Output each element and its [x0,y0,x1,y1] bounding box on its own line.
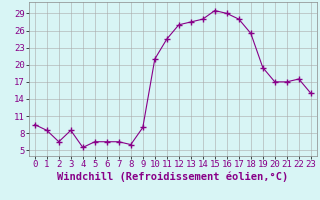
X-axis label: Windchill (Refroidissement éolien,°C): Windchill (Refroidissement éolien,°C) [57,172,288,182]
